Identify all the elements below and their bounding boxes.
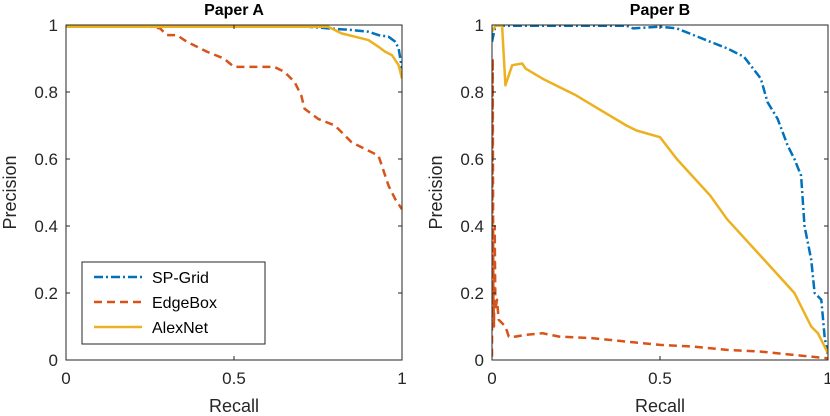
y-tick-label: 1 [475, 16, 484, 35]
y-axis-label: Precision [426, 155, 446, 229]
y-tick-label: 0 [475, 351, 484, 370]
x-tick-label: 0 [61, 369, 70, 388]
x-tick-label: 1 [823, 369, 830, 388]
series-line-alexnet [492, 24, 828, 354]
x-tick-label: 1 [397, 369, 406, 388]
legend-label: AlexNet [152, 320, 209, 337]
y-tick-label: 0.2 [460, 284, 484, 303]
y-tick-label: 0.4 [460, 217, 484, 236]
chart-panel-paper-a: 0 0.5 1 0 0.2 0.4 0.6 0.8 1 Paper A Recall Precisio… [0, 2, 407, 416]
x-tick-label: 0.5 [222, 369, 246, 388]
x-axis-label: Recall [635, 396, 685, 416]
series-line-sp-grid [66, 25, 402, 69]
chart-title: Paper A [204, 2, 264, 19]
y-tick-label: 0.4 [34, 217, 58, 236]
y-tick-label: 0.8 [34, 83, 58, 102]
x-axis-label: Recall [209, 396, 259, 416]
y-axis-label: Precision [0, 155, 20, 229]
series-line-edgebox [66, 25, 402, 210]
y-tick-label: 0.6 [460, 150, 484, 169]
y-tick-label: 1 [49, 16, 58, 35]
y-tick-label: 0.8 [460, 83, 484, 102]
legend-label: EdgeBox [152, 295, 217, 312]
chart-title: Paper B [630, 2, 690, 19]
series-line-sp-grid [492, 24, 828, 357]
axes-box [491, 24, 829, 361]
series-group [66, 25, 402, 210]
series-line-edgebox [492, 57, 828, 360]
series-group [492, 24, 828, 360]
legend: SP-Grid EdgeBox AlexNet [81, 261, 266, 345]
x-tick-label: 0 [487, 369, 496, 388]
series-line-alexnet [66, 25, 402, 79]
y-tick-label: 0.6 [34, 150, 58, 169]
y-tick-label: 0.2 [34, 284, 58, 303]
chart-panel-paper-b: 0 0.5 1 0 0.2 0.4 0.6 0.8 1 Paper B Recall Precisio… [426, 2, 830, 416]
y-tick-label: 0 [49, 351, 58, 370]
x-tick-label: 0.5 [648, 369, 672, 388]
legend-label: SP-Grid [152, 270, 209, 287]
